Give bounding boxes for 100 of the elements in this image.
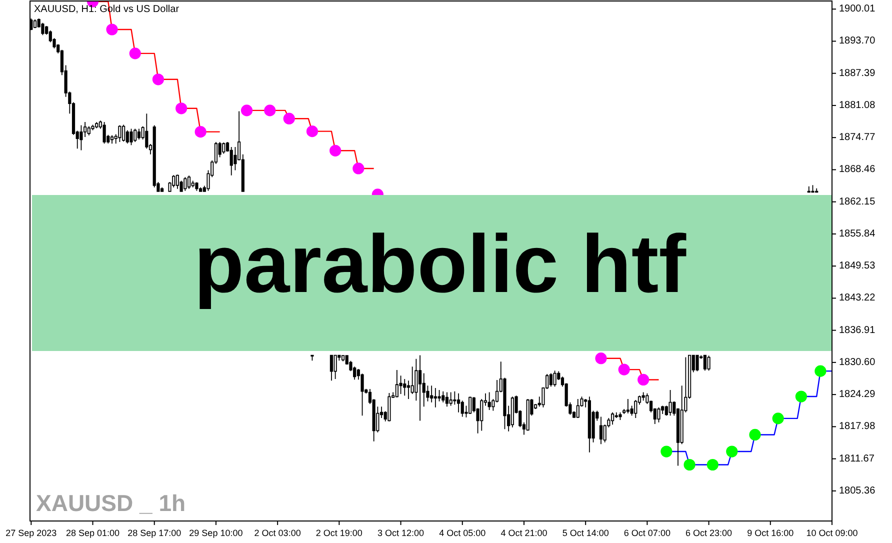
point [106,24,118,36]
point [772,412,784,424]
candlestick [811,184,814,193]
candlestick [588,396,591,453]
x-tick-label: 4 Oct 21:00 [500,528,548,538]
candlestick [610,412,614,426]
point [749,428,761,441]
x-tick-label: 28 Sep 01:00 [66,528,120,538]
y-tick-label: 1855.84 [839,228,876,240]
x-tick-label: 27 Sep 2023 [6,528,57,538]
candlestick [80,124,83,151]
point [618,364,630,376]
candlestick [95,122,98,129]
candlestick [360,373,364,416]
y-tick-label: 1843.22 [839,292,876,304]
point [129,48,141,60]
x-tick-label: 6 Oct 07:00 [624,528,670,538]
candlestick [87,126,90,136]
x-tick-label: 4 Oct 05:00 [439,528,486,538]
candlestick [807,186,810,193]
candlestick [330,354,334,382]
y-tick-label: 1868.46 [839,164,876,176]
candlestick [468,396,472,414]
candlestick [449,392,452,406]
x-tick-label: 3 Oct 12:00 [378,528,424,538]
candlestick [388,392,391,422]
point [240,104,253,116]
point [638,374,650,386]
y-tick-label: 1881.08 [839,100,876,111]
y-tick-label: 1849.53 [839,260,876,272]
point [814,365,826,377]
candlestick [152,124,156,188]
candlestick [230,146,233,176]
candlestick [510,396,514,428]
point [283,112,295,124]
x-tick-label: 2 Oct 19:00 [316,528,362,538]
candlestick [418,354,422,422]
candlestick [599,416,603,445]
x-tick-label: 2 Oct 03:00 [254,528,301,538]
point [352,162,364,174]
candlestick [222,142,226,154]
candlestick [618,412,622,421]
candlestick [434,388,437,408]
y-tick-label: 1893.70 [839,36,876,47]
point [795,390,807,402]
point [264,104,276,116]
candlestick [488,392,491,410]
point [306,126,318,138]
candlestick [576,398,580,418]
y-tick-label: 1817.98 [839,421,876,432]
y-tick-label: 1887.39 [839,68,876,79]
annotation: XAUUSD _ 1h [36,490,186,516]
y-tick-label: 1862.15 [839,196,876,208]
candlestick [176,174,180,190]
x-tick-label: 9 Oct 16:00 [747,528,794,538]
point [706,458,718,471]
candlestick [634,400,638,418]
point [726,446,738,458]
point [176,102,188,114]
candlestick [187,175,191,190]
candlestick [707,355,710,372]
point [595,352,607,364]
candlestick [110,134,114,144]
candlestick [41,22,44,36]
candlestick [445,392,449,408]
x-tick-label: 10 Oct 09:00 [806,528,858,538]
candlestick [33,18,37,29]
y-tick-label: 1805.36 [839,485,876,496]
candlestick [334,354,337,380]
x-tick-label: 29 Sep 10:00 [189,528,243,538]
x-tick-label: 6 Oct 23:00 [686,528,732,538]
candlestick [553,370,556,388]
candlestick [122,124,126,142]
x-tick-label: 5 Oct 14:00 [562,528,609,538]
candlestick [696,354,699,372]
candlestick [195,182,198,192]
candlestick [341,354,345,362]
point [194,126,206,138]
y-tick-label: 1836.91 [839,324,876,336]
candlestick [137,128,141,140]
candlestick [184,176,187,192]
annotation: parabolic htf [194,219,687,310]
candlestick [118,124,122,142]
candlestick [310,354,314,362]
candlestick [703,354,706,372]
candlestick [395,370,398,398]
y-tick-label: 1874.77 [839,132,876,144]
y-tick-label: 1824.29 [839,389,876,400]
candlestick [626,398,630,414]
candlestick [456,392,460,413]
candlestick [130,128,133,146]
candlestick [172,174,176,188]
y-tick-label: 1830.60 [839,356,876,368]
candlestick [134,128,137,142]
point [684,458,696,471]
candlestick [526,398,530,432]
candlestick [102,122,106,144]
point [330,144,342,156]
y-tick-label: 1811.67 [839,453,875,464]
candlestick [668,390,672,416]
